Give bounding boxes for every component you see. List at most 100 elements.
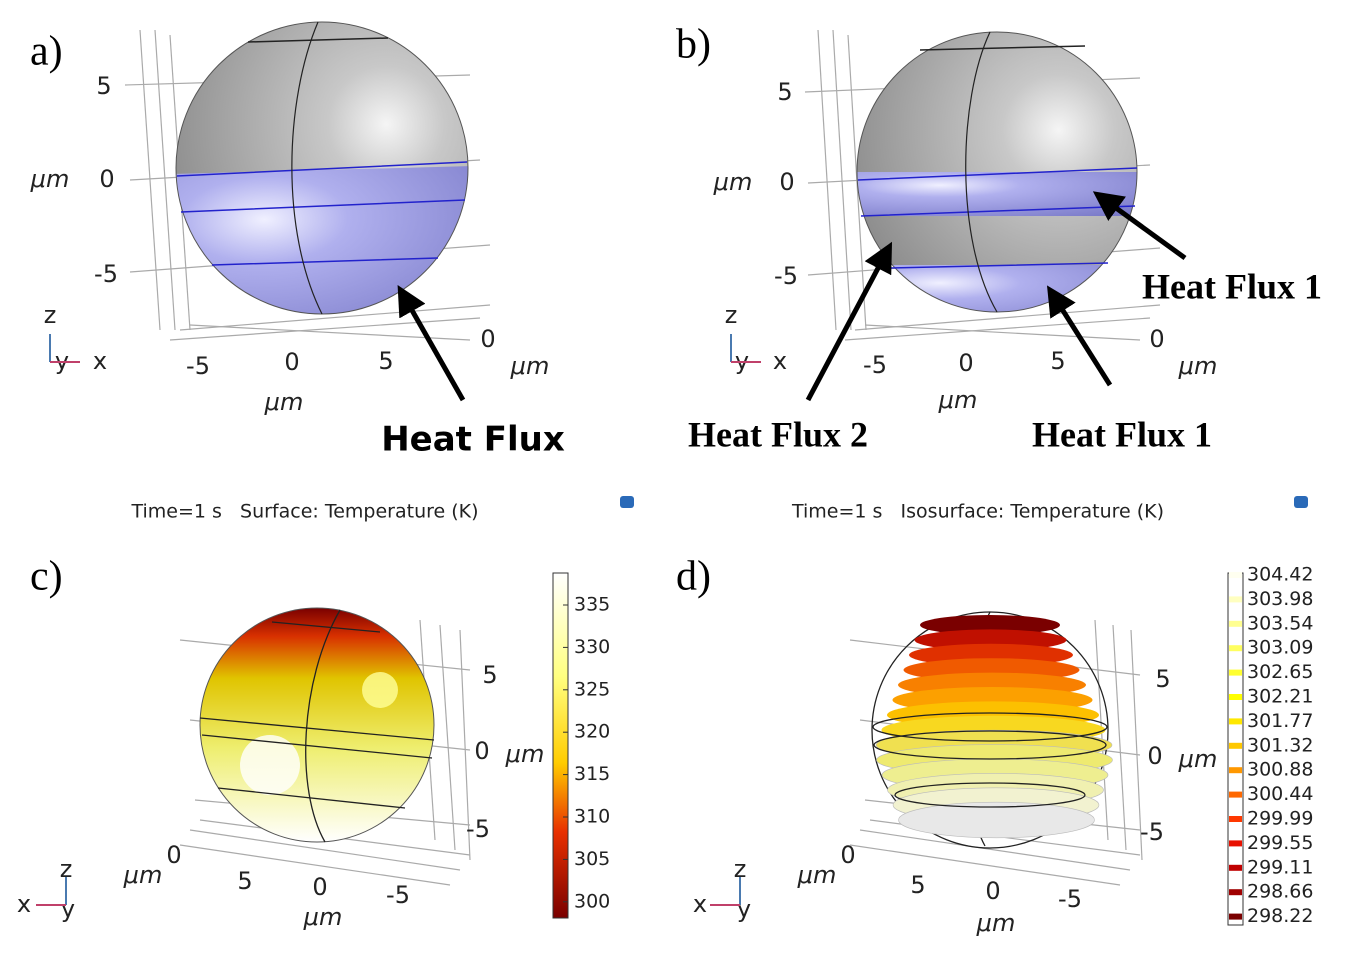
tick-label: 5	[910, 871, 925, 899]
colorbar-label: 301.77	[1247, 710, 1313, 732]
triad-label: x	[17, 890, 31, 918]
arrows	[397, 191, 1187, 402]
colorbar-label: 330	[574, 636, 610, 658]
axis-unit: μm	[264, 388, 304, 416]
icon	[1294, 496, 1308, 508]
colorbar-swatch	[1229, 645, 1242, 652]
colorbar-swatch	[1229, 742, 1242, 749]
band-line	[894, 782, 1086, 808]
colorbar-label: 300.88	[1247, 759, 1313, 781]
tick-label: 0	[840, 841, 855, 869]
colorbar-label: 335	[574, 594, 610, 616]
colorbar-swatch	[1229, 572, 1242, 578]
tick-label: 0	[474, 737, 489, 765]
panel-label: a)	[30, 29, 63, 75]
annotation: Heat Flux 1	[1142, 266, 1322, 306]
colorbar-label: 304.42	[1247, 564, 1313, 586]
colorbar-label: 300	[574, 890, 610, 912]
sphere-d	[871, 611, 1113, 849]
triad-label: x	[93, 347, 107, 375]
isosurface	[920, 615, 1060, 635]
sphere-b	[856, 31, 1138, 313]
colorbar-swatch	[1229, 791, 1242, 798]
tick-label: 0	[779, 168, 794, 196]
panel-label: d)	[676, 554, 711, 600]
axis-unit: μm	[303, 903, 343, 931]
colorbar-label: 298.66	[1247, 881, 1313, 903]
colorbar-swatch	[1229, 767, 1242, 774]
colorbar-swatch	[1229, 913, 1242, 920]
tick-label: 0	[99, 165, 114, 193]
triad-label: z	[725, 301, 738, 329]
colorbar-swatch	[1229, 596, 1242, 603]
triad-label: z	[44, 301, 57, 329]
tick-label: 0	[166, 841, 181, 869]
colorbar-swatch	[1229, 669, 1242, 676]
axis-unit: μm	[1178, 352, 1218, 380]
tick-label: 5	[1050, 347, 1065, 375]
tick-label: -5	[386, 881, 410, 909]
band-line	[872, 712, 1108, 742]
colorbar-label: 305	[574, 848, 610, 870]
axis-unit: μm	[976, 909, 1016, 937]
tick-label: 0	[958, 349, 973, 377]
tick-label: -5	[94, 260, 118, 288]
colorbar-label: 299.11	[1247, 856, 1313, 878]
tick-label: -5	[1058, 885, 1082, 913]
tick-label: 5	[777, 78, 792, 106]
tick-label: 5	[1155, 665, 1170, 693]
colorbar-label: 302.65	[1247, 661, 1313, 683]
triad-label: z	[734, 855, 747, 883]
tick-label: -5	[774, 262, 798, 290]
tick-label: 0	[480, 325, 495, 353]
colorbar-label: 303.98	[1247, 588, 1313, 610]
sphere-c	[199, 607, 435, 843]
colorbar-label: 320	[574, 721, 610, 743]
colorbar-label: 303.09	[1247, 637, 1313, 659]
colorbar-label: 303.54	[1247, 612, 1313, 634]
axis-unit: μm	[797, 861, 837, 889]
tick-label: 0	[312, 873, 327, 901]
triad-label: y	[61, 895, 75, 923]
tick-label: 0	[1149, 325, 1164, 353]
tick-label: 0	[985, 877, 1000, 905]
colorbar-c	[552, 572, 569, 919]
icon	[620, 496, 634, 508]
triad-label: x	[773, 347, 787, 375]
axis-unit: μm	[938, 386, 978, 414]
axis-unit: μm	[713, 168, 753, 196]
triad-label: z	[60, 855, 73, 883]
sphere-a	[172, 21, 472, 318]
colorbar-label: 302.21	[1247, 686, 1313, 708]
colorbar-label: 325	[574, 678, 610, 700]
tick-label: -5	[186, 352, 210, 380]
panel-label: c)	[30, 554, 63, 600]
axis-unit: μm	[510, 352, 550, 380]
colorbar-swatch	[1229, 840, 1242, 847]
colorbar-label: 310	[574, 806, 610, 828]
caption: Time=1 s Surface: Temperature (K)	[130, 501, 478, 523]
colorbar-label: 299.99	[1247, 808, 1313, 830]
tick-label: 0	[284, 348, 299, 376]
caption: Time=1 s Isosurface: Temperature (K)	[791, 501, 1164, 523]
tick-label: 5	[378, 347, 393, 375]
annotation: Heat Flux 2	[688, 414, 868, 454]
colorbar-swatch	[1229, 694, 1242, 700]
tick-label: -5	[466, 815, 490, 843]
isosurface	[898, 801, 1095, 839]
axis-unit: μm	[30, 165, 70, 193]
band-line	[873, 730, 1107, 760]
tick-label: -5	[1140, 818, 1164, 846]
colorbar-swatch	[1229, 718, 1242, 725]
tick-label: 5	[482, 661, 497, 689]
colorbar-label: 315	[574, 763, 610, 785]
colorbar-swatch	[1229, 889, 1242, 896]
tick-label: 5	[96, 72, 111, 100]
colorbar-swatch	[1229, 620, 1242, 627]
panel-label: b)	[676, 22, 711, 68]
axis-unit: μm	[1178, 745, 1218, 773]
triad-label: x	[693, 890, 707, 918]
colorbar-label: 298.22	[1247, 905, 1313, 927]
annotation: Heat Flux	[381, 420, 565, 460]
